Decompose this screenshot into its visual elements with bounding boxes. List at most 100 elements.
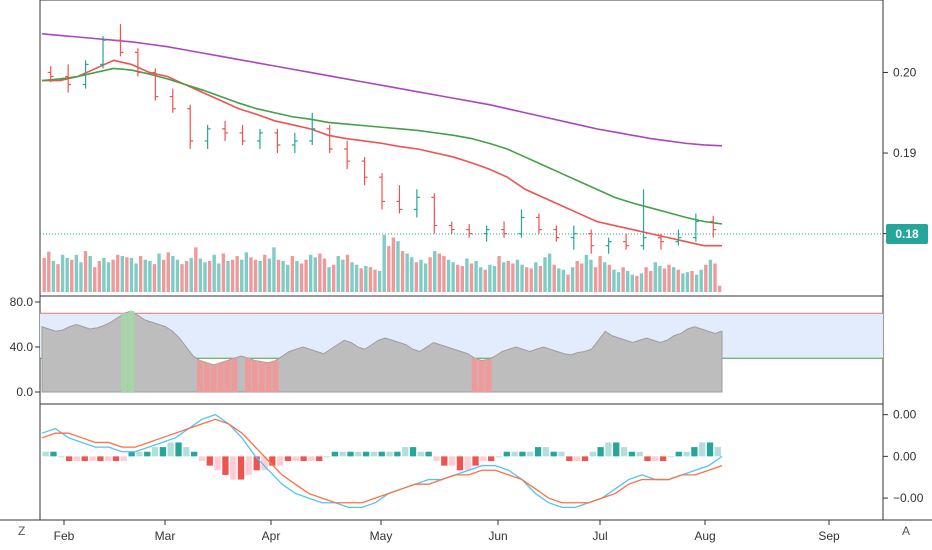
macd-histogram-bar [97,456,104,461]
macd-histogram-bar [714,447,721,457]
macd-histogram-bar [394,451,401,457]
volume-bar [42,257,46,292]
macd-histogram-bar [691,447,698,457]
macd-histogram-bar [456,456,464,471]
time-axis-label: Sep [818,529,840,543]
volume-bar [612,269,616,292]
volume-bar [106,262,111,292]
macd-line-1 [41,413,723,509]
macd-histogram-bar [284,456,292,461]
macd-histogram-bar [191,451,198,457]
macd-histogram-bar [605,442,612,457]
volume-bar [681,273,685,292]
volume-bar [511,263,515,292]
volume-bar [391,237,396,292]
volume-bar [534,262,538,292]
volume-bar [382,234,386,292]
volume-bar [419,259,423,292]
volume-bar [446,259,451,292]
volume-bar [387,246,391,292]
price-axis-label: 0.19 [893,146,917,160]
volume-bar [203,262,207,292]
volume-bar [258,261,262,292]
volume-bar [120,256,125,292]
macd-histogram-bar [378,451,385,457]
volume-bar [354,264,359,292]
volume-bar [460,265,465,292]
volume-bar [437,253,442,292]
volume-bar [88,256,92,292]
macd-histogram-bar [50,451,57,457]
oscillator-axis-label: 80.0 [10,295,34,309]
volume-bar [290,256,295,292]
volume-bar [653,262,657,292]
volume-bar [217,263,221,292]
macd-histogram-bar [519,451,526,457]
volume-bar [676,269,680,292]
volume-bar [699,269,703,292]
macd-histogram-bar [699,442,706,457]
volume-bar [65,257,69,292]
macd-histogram-bar [425,451,432,457]
volume-bar [295,261,299,292]
volume-bar [83,251,88,292]
volume-bar [97,261,102,292]
macd-histogram-bar [402,447,409,457]
volume-bar [483,269,487,292]
volume-bar [598,256,602,292]
volume-bar [267,258,272,292]
volume-bar [607,264,612,292]
macd-histogram-bar [589,451,596,457]
volume-bar [410,257,414,292]
volume-bar [584,254,589,292]
volume-bar [478,267,483,292]
macd-histogram-bar [237,456,245,480]
macd-histogram-bar [480,456,487,461]
volume-bar [474,261,478,292]
volume-bar [497,256,501,292]
zoom-button[interactable]: Z [18,524,26,538]
volume-bar [515,259,520,292]
volume-bar [207,261,212,292]
macd-histogram-bar [495,456,503,458]
volume-bar [235,256,239,292]
volume-bar [93,267,97,292]
macd-histogram-bar [433,456,440,461]
volume-bar [708,259,713,292]
volume-bar [400,251,405,292]
volume-bar [240,259,244,292]
macd-histogram-bar [527,451,534,457]
macd-histogram-bar [206,456,213,466]
volume-bar [704,264,708,292]
macd-histogram-bar [652,456,659,461]
volume-bar [313,257,317,292]
macd-histogram-bar [230,456,237,480]
macd-histogram-bar [58,456,65,458]
time-axis-label: Jul [592,529,607,543]
macd-histogram-bar [597,447,604,457]
macd-histogram-bar [89,456,96,461]
oversold-marker [217,362,224,392]
volume-bar [336,256,340,292]
macd-axis-label: −0.00 [893,491,924,505]
volume-bar [281,261,285,292]
macd-histogram-bar [316,456,323,461]
volume-bar [621,267,625,292]
macd-histogram-bar [550,451,557,457]
volume-bar [263,254,267,292]
volume-bar [639,273,644,292]
volume-bar [593,267,598,292]
moving-average-line-3 [41,32,723,147]
macd-histogram-bar [542,447,550,457]
auto-scale-button[interactable]: A [902,524,911,538]
macd-histogram-bar [347,451,354,457]
macd-histogram-bar [175,442,182,457]
volume-bar [180,264,184,292]
macd-histogram-bar [300,456,307,461]
volume-bar [184,261,189,292]
macd-histogram-bar [573,456,581,461]
oversold-marker [224,360,231,392]
volume-bar [212,254,216,292]
macd-histogram-bar [675,451,682,457]
